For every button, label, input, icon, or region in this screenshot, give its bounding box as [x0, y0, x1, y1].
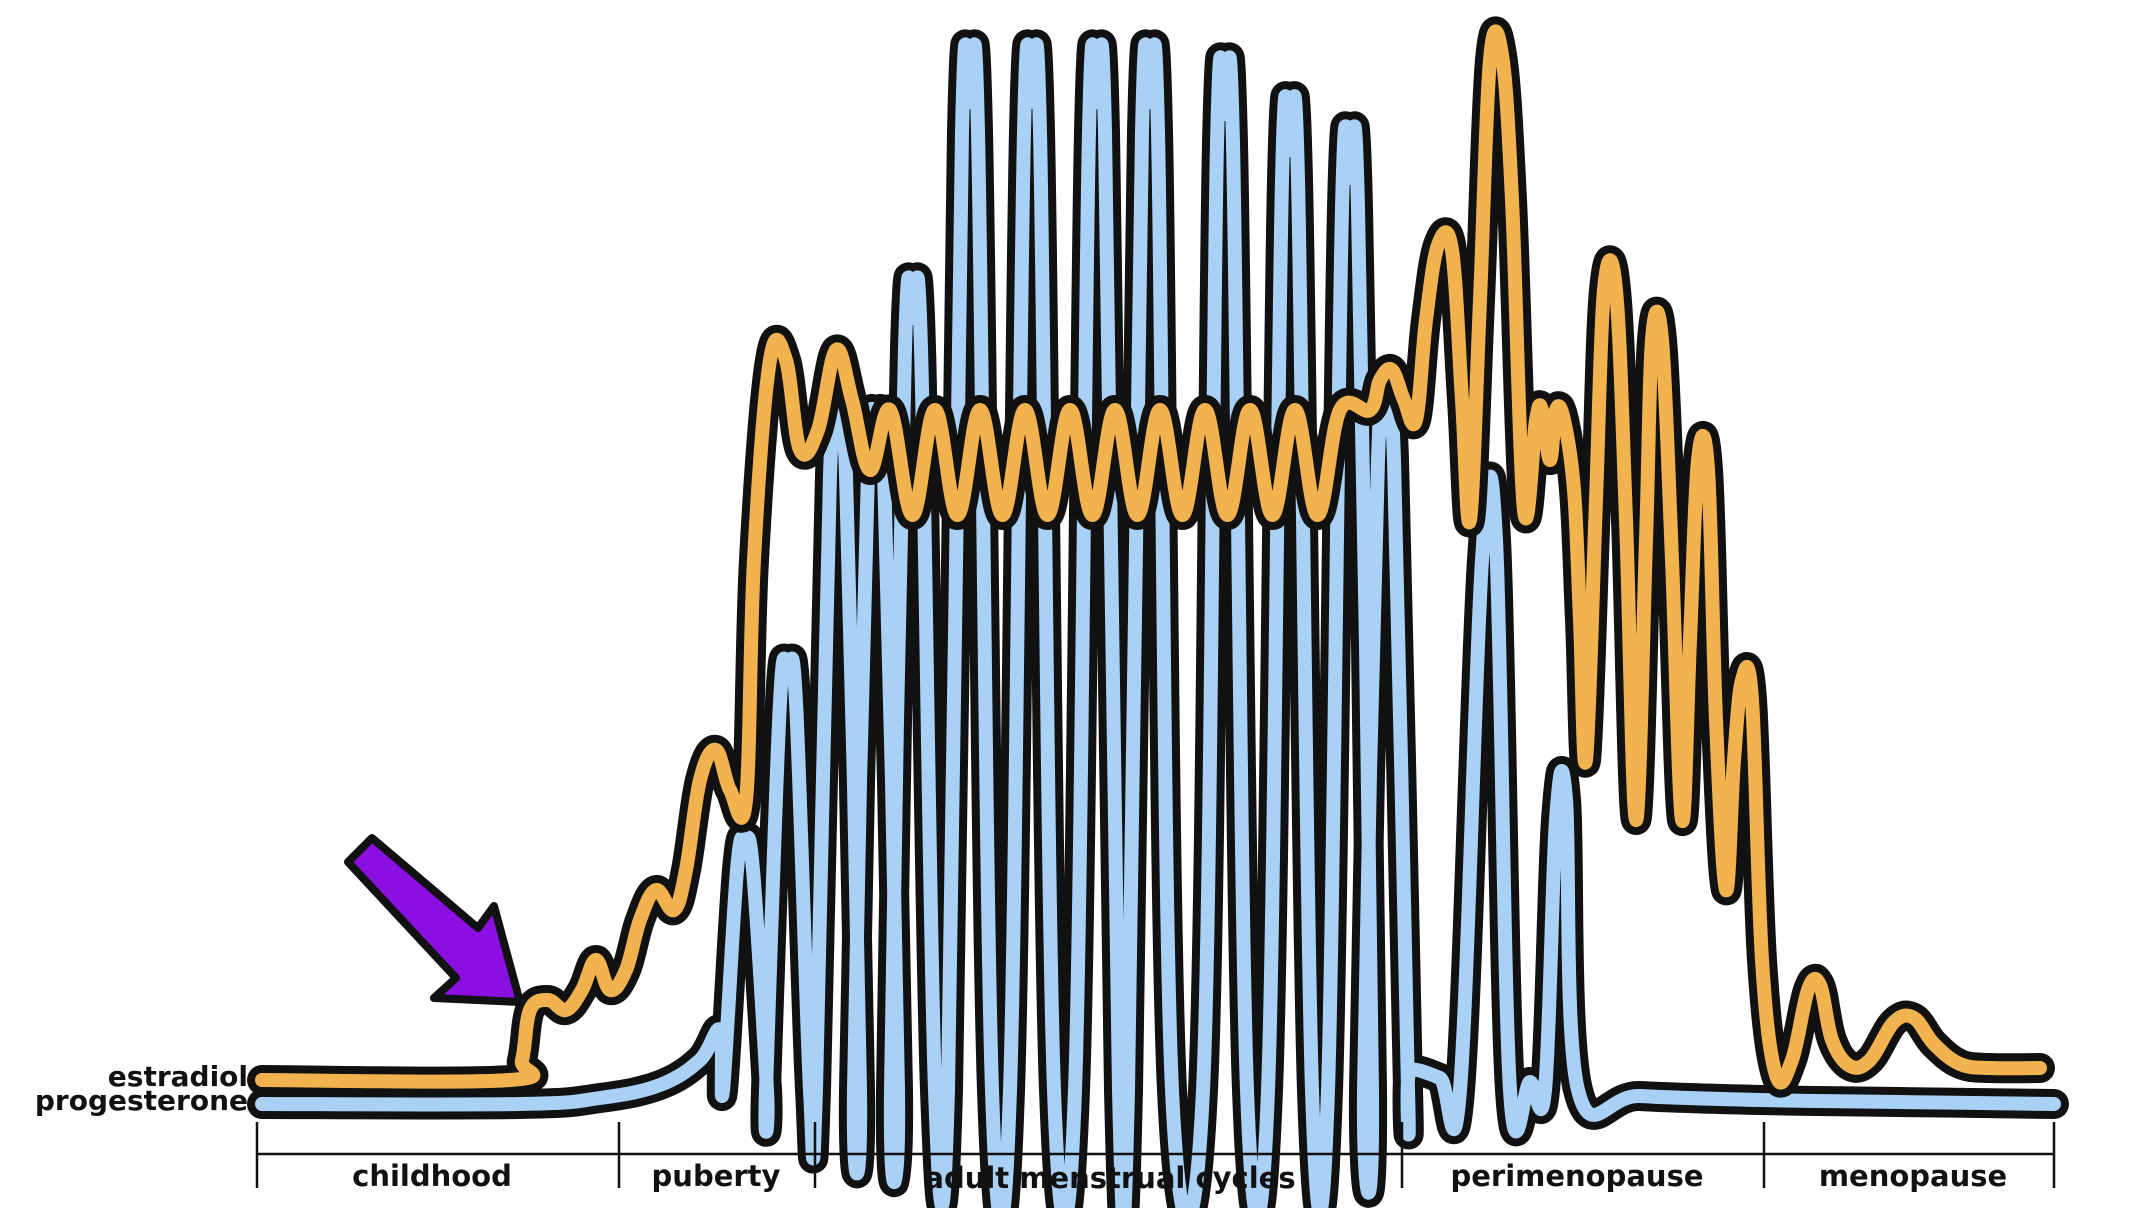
estradiol-curve	[247, 16, 2055, 1098]
phase-label-childhood: childhood	[352, 1159, 512, 1193]
timeline-axis: childhood puberty adult menstrual cycles…	[255, 1122, 2056, 1195]
estradiol-label: estradiol	[108, 1060, 248, 1093]
progesterone-label: progesterone	[35, 1084, 248, 1117]
phase-label-puberty: puberty	[652, 1159, 781, 1193]
phase-label-adult-menstrual-cycles: adult menstrual cycles	[924, 1161, 1295, 1195]
arrow-down-right-icon	[344, 834, 524, 1006]
phase-label-perimenopause: perimenopause	[1450, 1159, 1703, 1193]
progesterone-curve	[247, 29, 2069, 1208]
phase-label-menopause: menopause	[1819, 1159, 2007, 1193]
